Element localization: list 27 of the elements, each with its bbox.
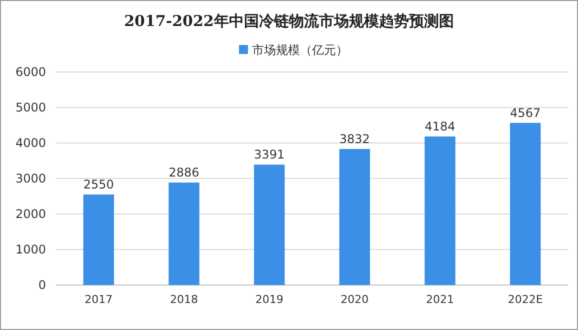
bar <box>83 194 114 285</box>
bar <box>424 136 456 285</box>
y-tick-label: 0 <box>38 278 46 292</box>
data-label: 3391 <box>254 148 285 162</box>
y-tick-label: 5000 <box>15 100 46 114</box>
bar <box>254 164 285 285</box>
y-tick-label: 3000 <box>15 172 46 186</box>
data-label: 4184 <box>424 119 456 134</box>
y-tick-label: 2000 <box>15 207 46 221</box>
x-tick-label: 2017 <box>84 293 113 306</box>
bar <box>510 122 541 285</box>
legend-label: 市场规模（亿元） <box>252 43 348 57</box>
data-label: 2886 <box>168 166 200 180</box>
x-tick-label: 2018 <box>170 293 198 306</box>
bar <box>339 148 370 285</box>
y-tick-label: 4000 <box>15 136 46 150</box>
x-tick-label: 2022E <box>508 293 543 306</box>
data-label: 3832 <box>339 132 370 146</box>
x-tick-label: 2019 <box>255 293 284 306</box>
data-label: 2550 <box>83 177 114 192</box>
y-tick-label: 1000 <box>15 242 46 256</box>
x-tick-label: 2020 <box>340 293 369 306</box>
data-label: 4567 <box>510 106 541 120</box>
y-tick-label: 6000 <box>15 65 46 79</box>
chart-title: 2017-2022年中国冷链物流市场规模趋势预测图 <box>124 12 454 30</box>
bar <box>168 182 200 285</box>
x-tick-label: 2021 <box>426 293 454 306</box>
